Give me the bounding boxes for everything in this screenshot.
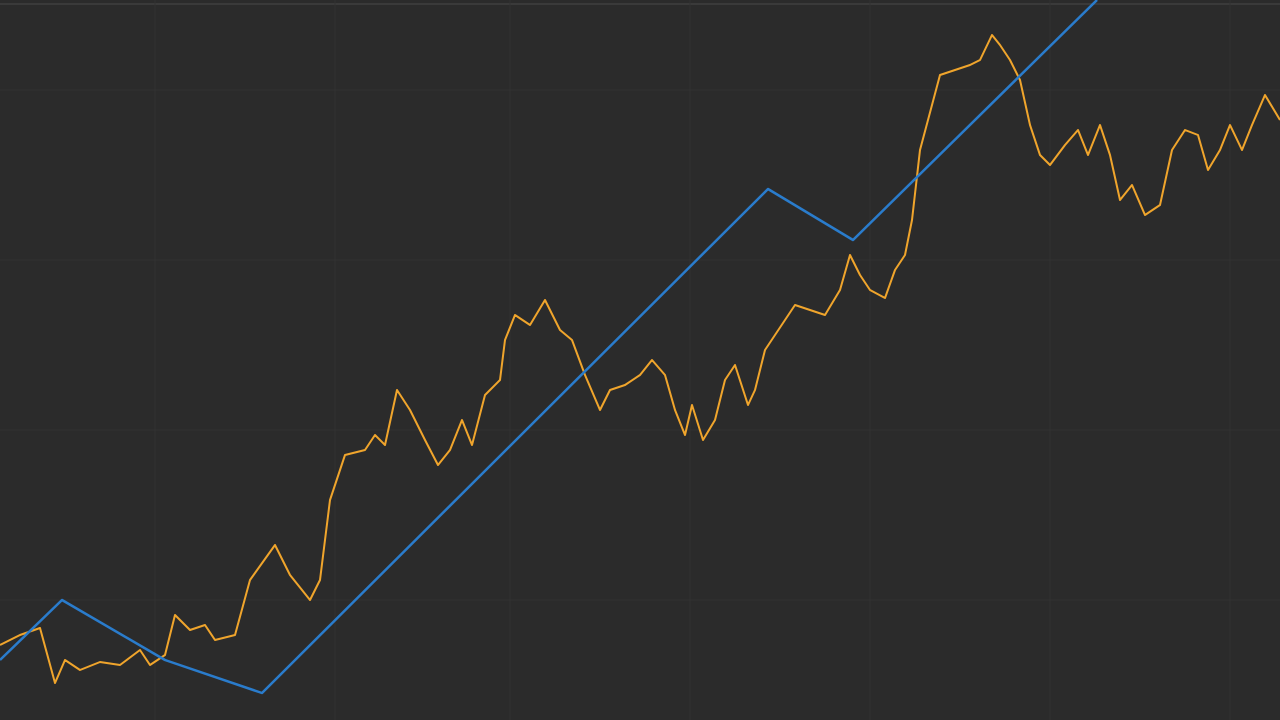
line-series — [0, 0, 1098, 695]
line-series — [0, 34, 1280, 684]
